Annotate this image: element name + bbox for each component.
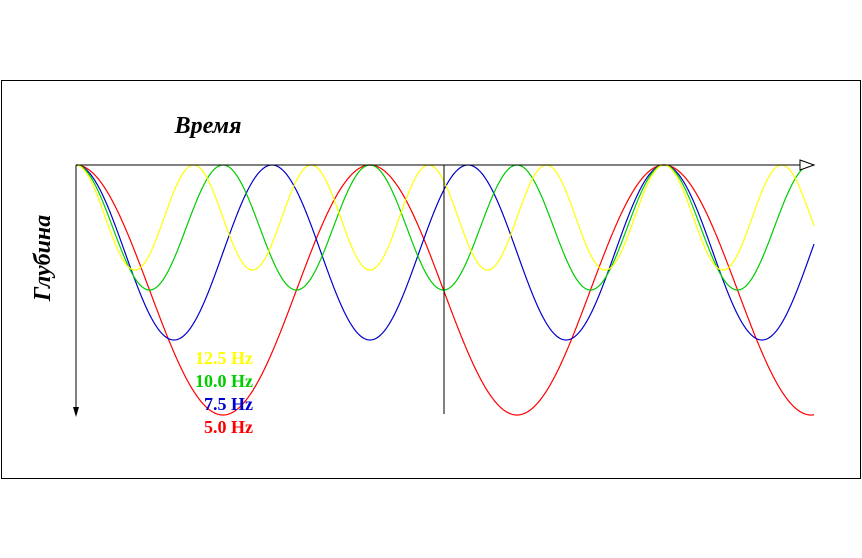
- series-curves: [75, 164, 815, 416]
- legend: 12.5 Hz 10.0 Hz 7.5 Hz 5.0 Hz: [195, 348, 253, 437]
- plot-border: [1, 80, 861, 479]
- legend-item: 5.0 Hz: [204, 417, 253, 437]
- series-line-10-0-hz: [75, 164, 815, 291]
- series-line-7-5-hz: [75, 164, 815, 341]
- x-axis-title: Время: [174, 113, 242, 139]
- y-axis-title: Глубина: [30, 215, 56, 303]
- series-line-5-0-hz: [75, 164, 815, 416]
- series-line-12-5-hz: [75, 164, 815, 271]
- y-axis-arrow: [73, 407, 79, 417]
- legend-item: 10.0 Hz: [195, 371, 253, 391]
- legend-item: 7.5 Hz: [204, 394, 253, 414]
- legend-item: 12.5 Hz: [195, 348, 253, 368]
- x-axis-arrow: [799, 159, 816, 171]
